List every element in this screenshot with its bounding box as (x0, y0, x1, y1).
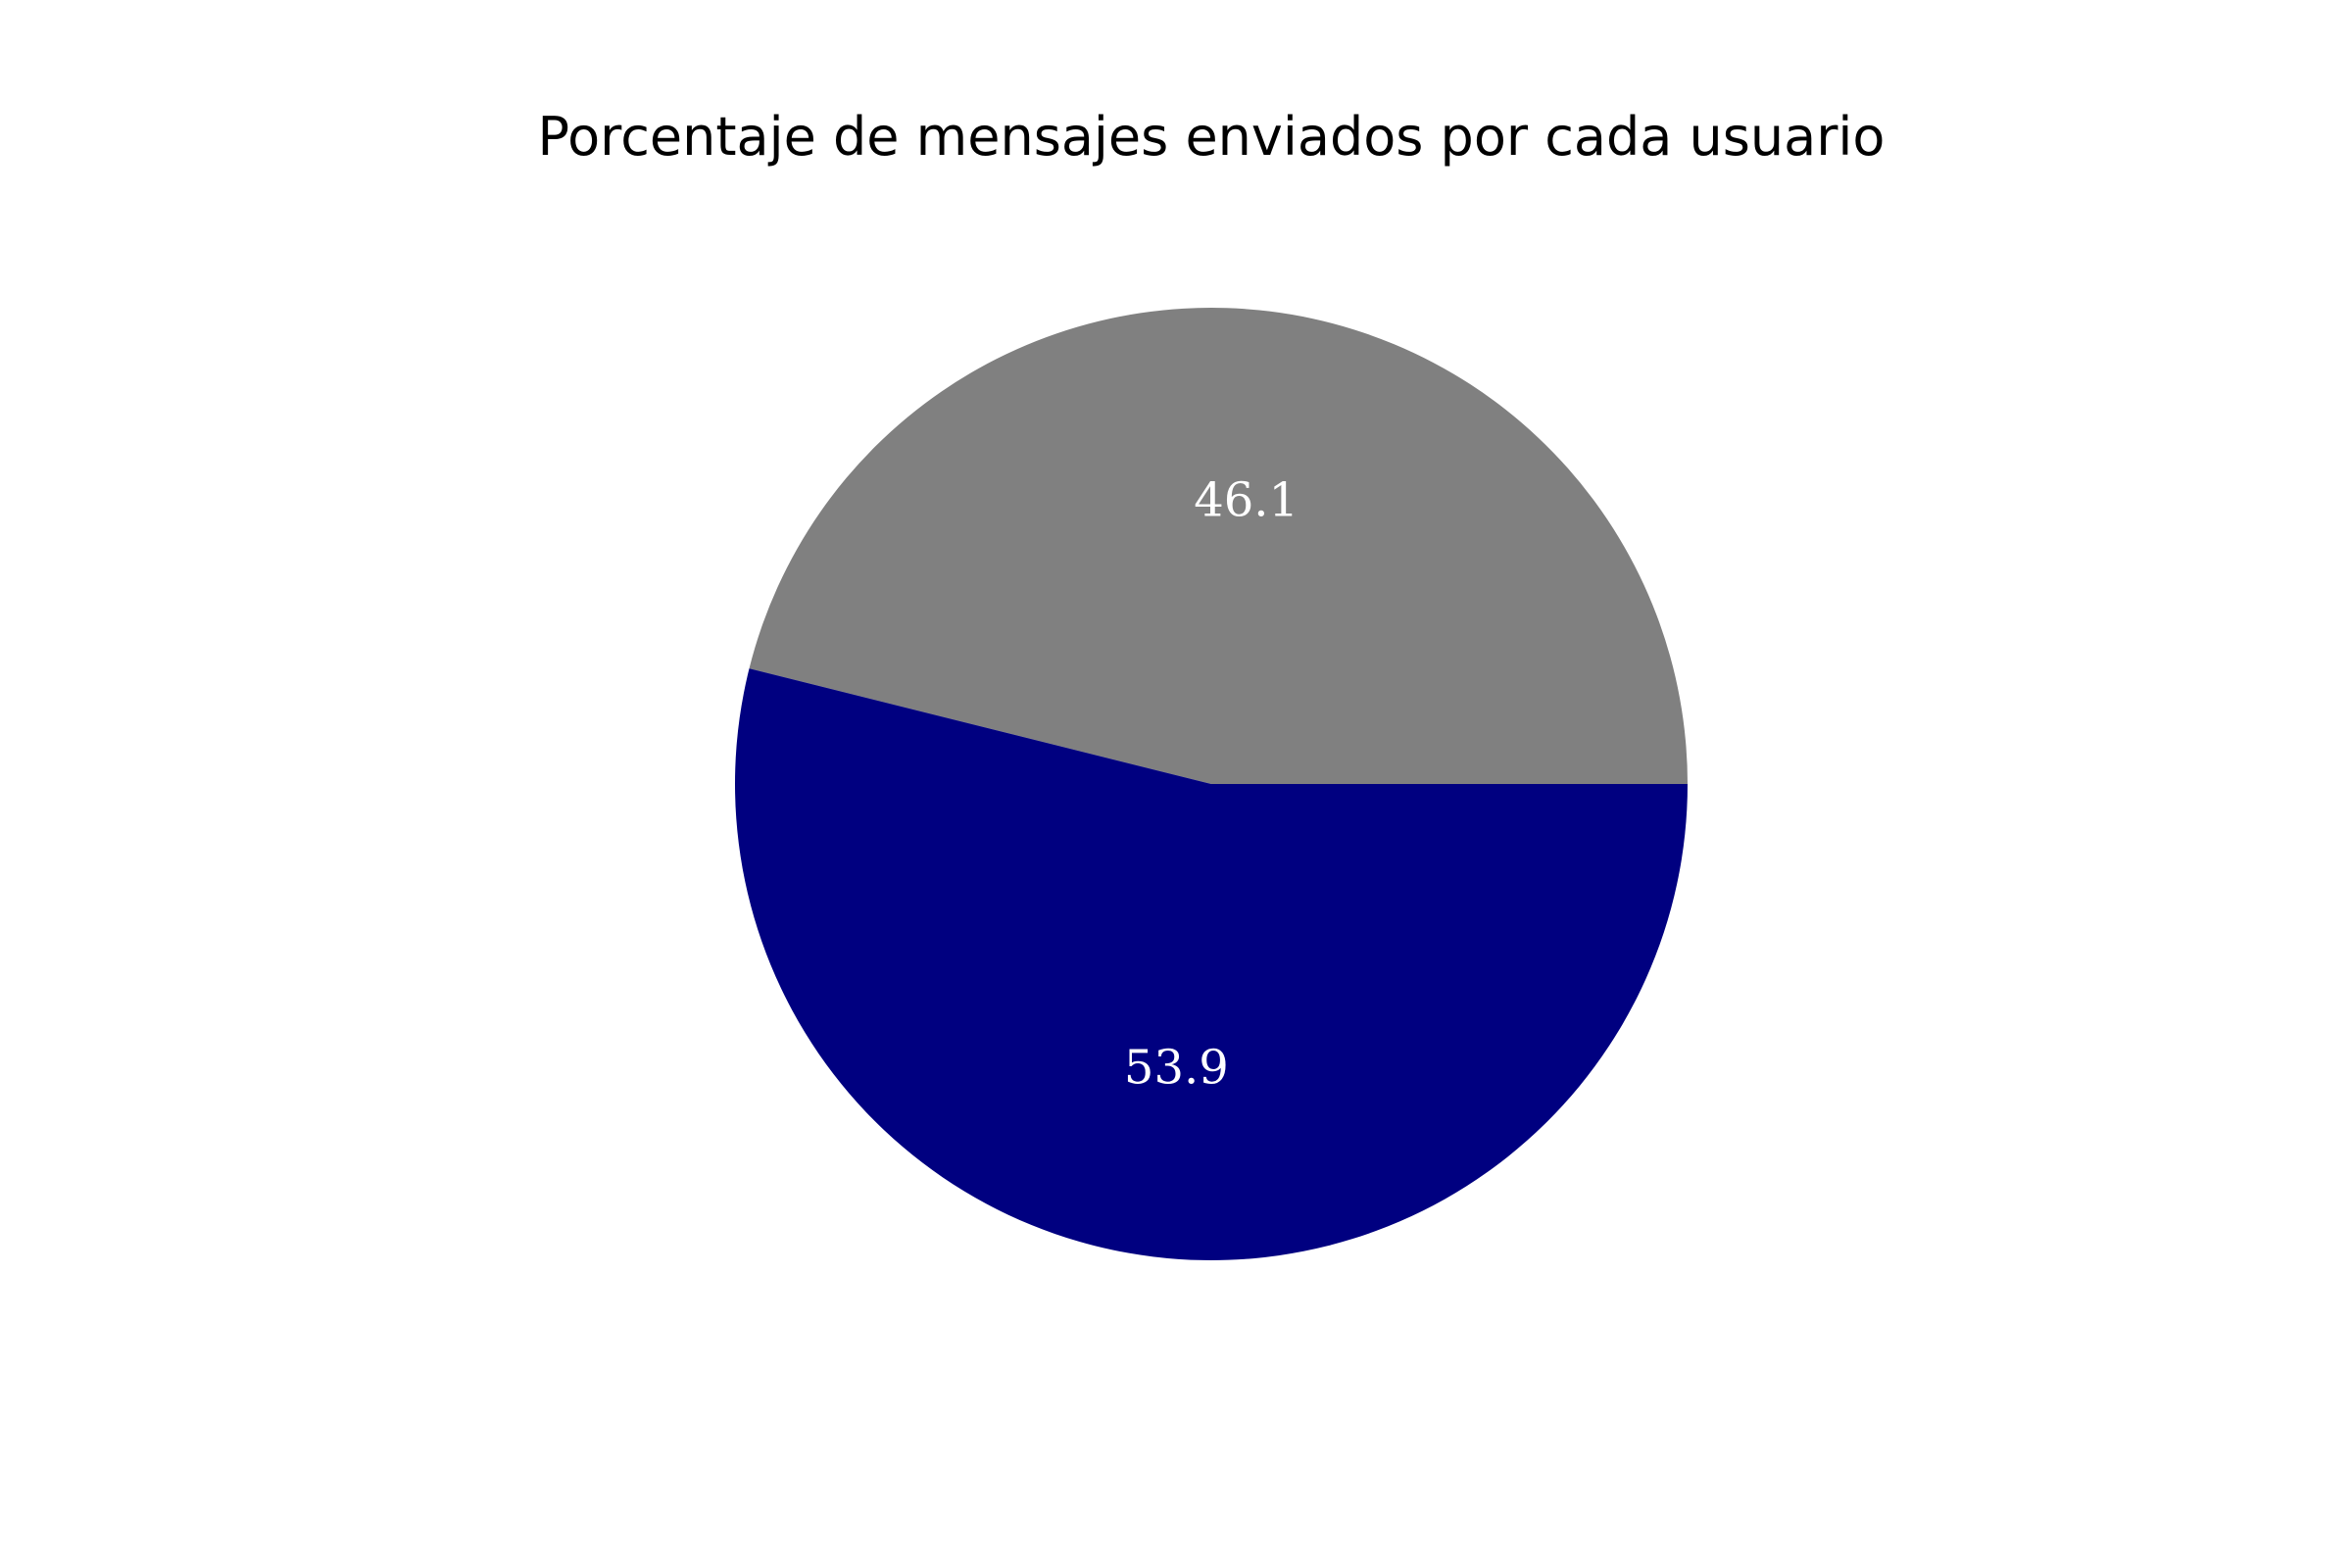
pie-slice-53.9 (734, 668, 1688, 1261)
chart-title: Porcentaje de mensajes enviados por cada… (538, 106, 1886, 168)
pie-slice-value-label: 53.9 (1124, 1040, 1229, 1095)
pie-slice-value-label: 46.1 (1194, 473, 1298, 528)
pie-slice-46.1 (749, 308, 1688, 784)
pie-slices (734, 308, 1688, 1261)
pie-labels: 46.1 53.9 (1124, 473, 1298, 1096)
